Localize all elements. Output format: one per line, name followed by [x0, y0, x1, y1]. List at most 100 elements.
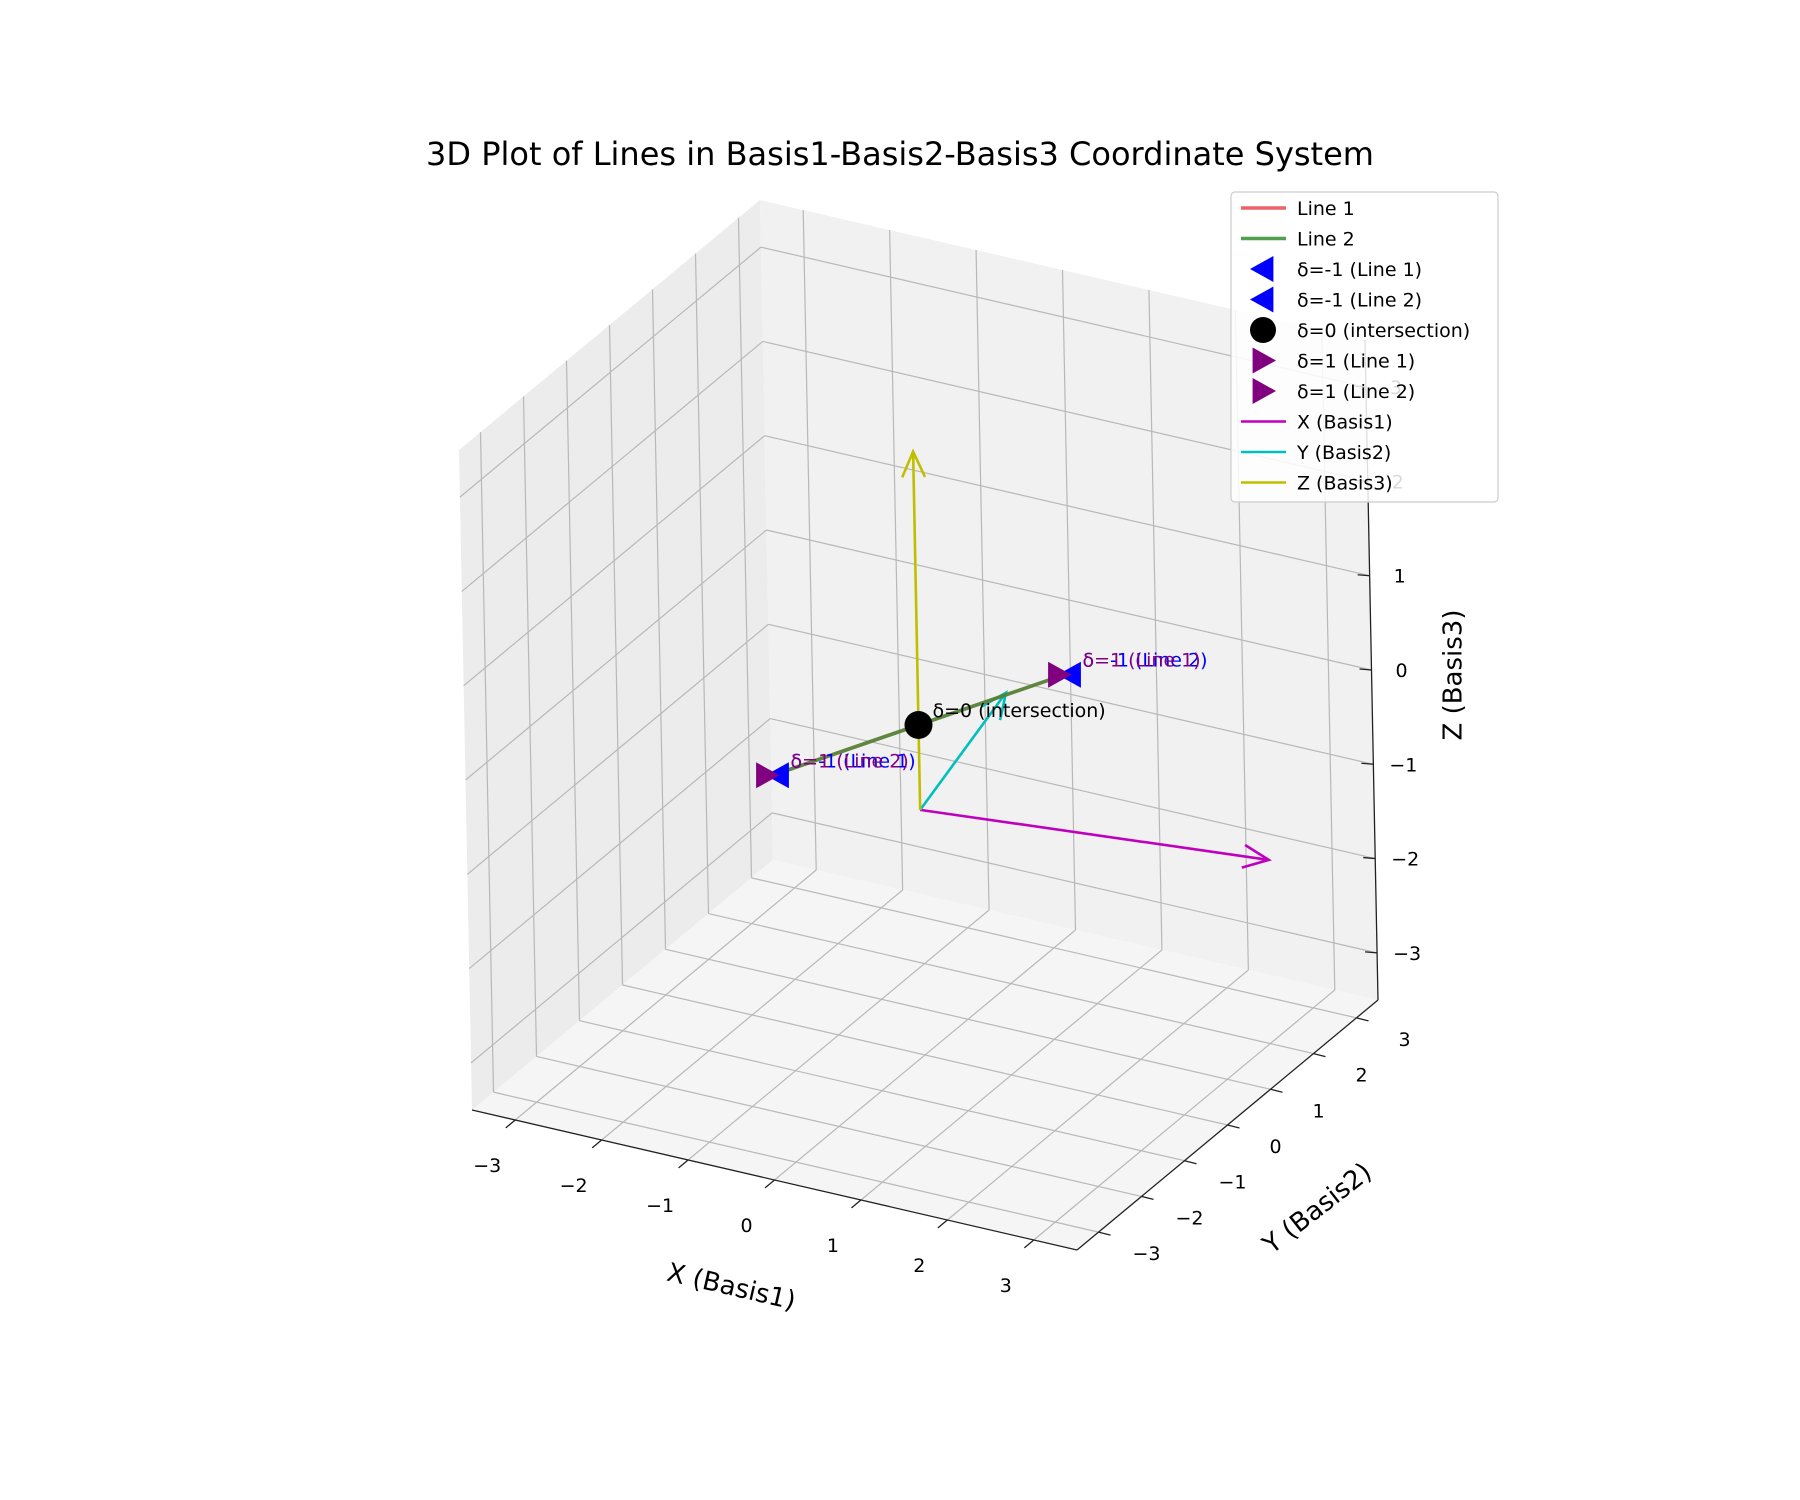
- z-tick-label: −2: [1391, 849, 1419, 871]
- plot-area: δ=-1 (Line 1) δ=-1 (Line 2) δ=0 (intersect…: [756, 448, 1272, 869]
- grid-line-x-floor: [860, 949, 1163, 1201]
- legend-swatch: [1250, 256, 1274, 282]
- legend-swatch: [1250, 286, 1274, 313]
- marker-annotation: δ=0 (intersection): [933, 700, 1106, 722]
- y-tick-mark: [1141, 1195, 1154, 1201]
- y-tick-label: 1: [1312, 1100, 1324, 1122]
- legend-entry: δ=1 (Line 2): [1252, 378, 1415, 404]
- x-tick-mark: [851, 1199, 862, 1209]
- z-tick-label: 0: [1395, 660, 1407, 682]
- grid-line-y-floor: [708, 912, 1314, 1055]
- legend: Line 1 Line 2 δ=-1 (Line 1) δ=-1 (Line 2) δ=…: [1230, 191, 1499, 503]
- legend-label: X (Basis1): [1297, 412, 1393, 434]
- chart-title: 3D Plot of Lines in Basis1-Basis2-Basis3…: [426, 135, 1374, 173]
- x-tick-label: 0: [740, 1215, 752, 1237]
- y-tick-label: −3: [1132, 1243, 1160, 1265]
- legend-entry: δ=-1 (Line 2): [1250, 286, 1422, 313]
- x-tick-mark: [678, 1159, 689, 1169]
- basis-vector-shaft: [911, 451, 922, 810]
- y-tick-label: 2: [1355, 1065, 1367, 1087]
- legend-label: δ=-1 (Line 1): [1297, 259, 1422, 281]
- z-tick-label: −3: [1393, 943, 1421, 965]
- x-tick-label: −1: [646, 1195, 674, 1217]
- y-tick-mark: [1184, 1160, 1197, 1165]
- legend-entry: δ=0 (intersection): [1250, 317, 1470, 343]
- basis-vector-shaft: [919, 691, 1008, 811]
- basis-vector-head: [1241, 843, 1272, 869]
- y-axis-label: Y (Basis2): [1257, 1157, 1378, 1261]
- y-tick-label: 0: [1269, 1136, 1281, 1158]
- legend-entry: Z (Basis3): [1241, 473, 1393, 495]
- y-tick-mark: [1227, 1124, 1240, 1129]
- legend-label: δ=1 (Line 2): [1297, 381, 1415, 403]
- x-tick-mark: [1023, 1239, 1035, 1249]
- x-tick-mark: [937, 1219, 948, 1229]
- grid-line-z-wall-x: [459, 246, 762, 498]
- marker-annotation: δ=-1 (Line 2): [1082, 650, 1207, 672]
- z-tick-label: −1: [1389, 754, 1417, 776]
- x-tick-label: 3: [1000, 1275, 1012, 1297]
- legend-entry: Line 2: [1241, 229, 1355, 251]
- legend-swatch: [1252, 378, 1276, 404]
- z-tick-label: 1: [1394, 566, 1406, 588]
- grid-line-y-wall: [651, 289, 667, 950]
- legend-swatch: [1252, 347, 1276, 374]
- y-tick-mark: [1356, 1017, 1369, 1022]
- z-tick-mark: [1363, 856, 1376, 860]
- x-axis-label: X (Basis1): [664, 1258, 798, 1317]
- legend-label: δ=0 (intersection): [1297, 320, 1470, 342]
- grid-line-z-wall-y: [766, 529, 1372, 671]
- y-tick-mark: [1313, 1052, 1326, 1058]
- legend-box: [1230, 191, 1499, 503]
- y-tick-label: 3: [1398, 1029, 1410, 1051]
- marker-3: [1048, 661, 1072, 688]
- marker-4: [756, 762, 780, 789]
- basis-vector-x: [919, 808, 1272, 869]
- grid-line-y-floor: [622, 984, 1228, 1126]
- legend-entry: Line 1: [1241, 198, 1355, 220]
- tick-labels: −3−3−3−2−2−2−1−1−1000111222333: [473, 377, 1421, 1297]
- legend-label: Z (Basis3): [1297, 473, 1393, 495]
- legend-label: δ=1 (Line 1): [1297, 351, 1415, 373]
- y-tick-label: −2: [1175, 1207, 1203, 1229]
- grid-line-x-floor: [1033, 989, 1336, 1241]
- grid-line-z-wall-x: [463, 435, 766, 687]
- x-tick-mark: [764, 1179, 775, 1189]
- z-axis-label: Z (Basis3): [1439, 610, 1469, 741]
- x-tick-label: 1: [827, 1235, 839, 1257]
- y-tick-label: −1: [1218, 1172, 1246, 1194]
- x-tick-label: 2: [913, 1255, 925, 1277]
- grid-line-z-wall-y: [764, 435, 1370, 577]
- legend-label: Y (Basis2): [1296, 442, 1391, 464]
- marker-annotation: δ=1 (Line 1): [1082, 650, 1200, 672]
- z-tick-mark: [1359, 668, 1372, 671]
- legend-label: Line 1: [1297, 198, 1355, 220]
- marker-2: [904, 711, 933, 739]
- legend-entry: X (Basis1): [1241, 412, 1393, 434]
- legend-entry: δ=-1 (Line 1): [1250, 256, 1422, 282]
- grid-line-y-wall: [694, 253, 710, 914]
- marker-annotation: δ=1 (Line 2): [791, 750, 909, 772]
- z-tick-mark: [1365, 951, 1378, 954]
- legend-entry: δ=1 (Line 1): [1252, 347, 1415, 374]
- grid-line-z-wall-x: [461, 340, 764, 592]
- grid-line-x-wall: [1148, 289, 1163, 951]
- y-tick-mark: [1098, 1231, 1111, 1236]
- legend-label: Line 2: [1297, 229, 1355, 251]
- z-tick-mark: [1361, 762, 1374, 765]
- x-tick-mark: [591, 1139, 603, 1149]
- y-tick-mark: [1270, 1088, 1283, 1093]
- basis-vector-z: [901, 448, 927, 810]
- x-tick-label: −3: [473, 1155, 501, 1177]
- grid-line-y-floor: [751, 877, 1357, 1019]
- x-tick-mark: [505, 1119, 516, 1129]
- grid-line-y-wall: [737, 217, 753, 878]
- grid-line-z-wall-x: [465, 529, 767, 781]
- basis-vector-head: [901, 448, 927, 478]
- basis-vector-shaft: [919, 808, 1269, 862]
- marker-annotation: δ=-1 (Line 1): [791, 750, 916, 772]
- x-tick-label: −2: [560, 1175, 588, 1197]
- legend-label: δ=-1 (Line 2): [1297, 290, 1422, 312]
- grid-line-y-floor: [665, 948, 1271, 1090]
